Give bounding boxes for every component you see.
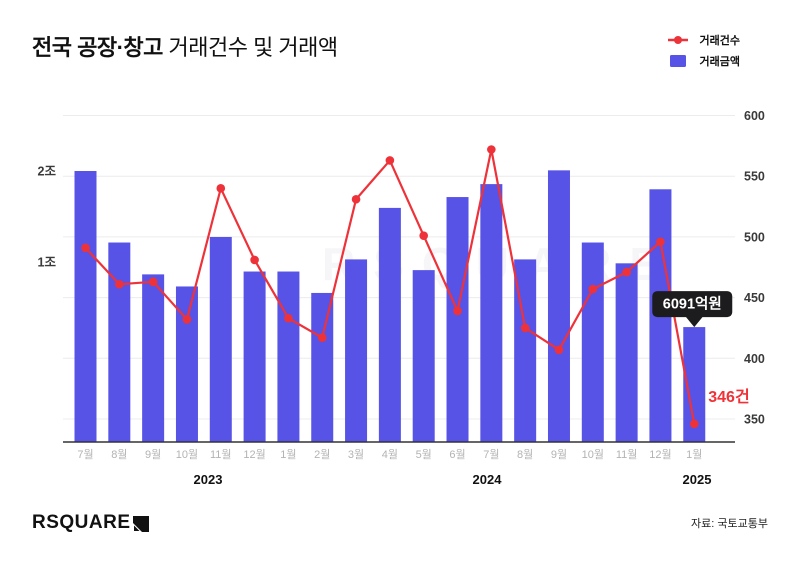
month-tick-label: 10월: [176, 448, 198, 461]
line-point: [284, 313, 293, 323]
year-label: 2025: [683, 472, 712, 487]
month-tick-label: 1월: [280, 448, 296, 461]
line-point: [216, 184, 226, 193]
line-point: [554, 345, 564, 355]
line-point: [182, 315, 192, 324]
line-point: [520, 323, 530, 333]
logo-text: RSQUARE: [32, 512, 131, 533]
month-tick-label: 2월: [314, 448, 330, 461]
amount-bar: [446, 197, 469, 442]
month-tick-label: 10월: [582, 448, 604, 461]
rsquare-logo: RSQUARE: [32, 512, 150, 534]
amount-bar: [547, 170, 570, 442]
page-title: 전국 공장·창고 거래건수 및 거래액: [32, 30, 338, 62]
legend-item-transactions: 거래건수: [667, 32, 740, 48]
right-axis-tick-label: 350: [744, 413, 765, 427]
month-tick-label: 12월: [243, 448, 265, 461]
title-bold: 전국 공장·창고: [32, 35, 163, 60]
line-point: [656, 237, 665, 247]
month-tick-label: 5월: [416, 448, 432, 461]
year-label: 2024: [473, 472, 503, 487]
tooltip-arrow: [685, 316, 704, 328]
amount-bar: [412, 270, 435, 442]
month-tick-label: 6월: [449, 448, 465, 461]
month-tick-label: 11월: [210, 448, 232, 461]
month-tick-label: 9월: [145, 448, 161, 461]
tooltip-box: [652, 291, 733, 318]
legend-label: 거래건수: [699, 35, 740, 47]
line-point: [148, 277, 158, 287]
line-point: [250, 255, 259, 265]
amount-bar: [74, 171, 97, 442]
year-label: 2023: [194, 472, 223, 487]
header: 전국 공장·창고 거래건수 및 거래액 거래건수 거래금액: [32, 30, 768, 69]
legend-label: 거래금액: [699, 56, 740, 68]
amount-bar: [209, 236, 232, 442]
amount-bar: [277, 271, 300, 442]
tooltip-value-label: 6091억원: [663, 295, 722, 313]
line-dot-marker-icon: [667, 36, 688, 44]
line-point: [385, 156, 395, 165]
month-tick-label: 9월: [551, 448, 567, 461]
line-point: [487, 145, 496, 154]
amount-bar: [615, 263, 638, 442]
amount-bar: [514, 259, 537, 442]
right-axis-tick-label: 400: [744, 352, 765, 366]
line-point: [453, 306, 462, 316]
line-point: [689, 419, 699, 429]
month-tick-label: 11월: [616, 448, 638, 461]
amount-bar: [108, 242, 131, 442]
amount-bar: [142, 274, 165, 442]
right-axis-tick-label: 550: [744, 170, 765, 184]
amount-bar: [345, 259, 368, 442]
footer: RSQUARE 자료: 국토교통부: [32, 512, 768, 534]
month-tick-label: 4월: [382, 448, 398, 461]
month-tick-label: 7월: [77, 448, 93, 461]
amount-bar: [581, 242, 604, 442]
amount-bar: [480, 184, 503, 443]
amount-bar: [378, 207, 401, 442]
amount-bar: [175, 286, 198, 442]
title-regular: 거래건수 및 거래액: [162, 35, 339, 60]
logo-mark-icon: [132, 515, 149, 532]
legend: 거래건수 거래금액: [667, 32, 740, 69]
line-end-value-label: 346건: [708, 388, 749, 406]
month-tick-label: 8월: [517, 448, 533, 461]
right-axis-tick-label: 500: [744, 230, 765, 244]
amount-bar: [683, 327, 706, 442]
month-tick-label: 12월: [649, 448, 671, 461]
line-point: [81, 243, 90, 253]
amount-bar: [311, 292, 334, 442]
line-point: [351, 194, 361, 204]
legend-item-amount: 거래금액: [667, 53, 740, 69]
line-point: [419, 231, 429, 240]
amount-bar: [243, 271, 266, 442]
right-axis-tick-label: 600: [744, 109, 765, 123]
line-point: [115, 279, 124, 289]
line-point: [622, 267, 631, 277]
month-tick-label: 3월: [348, 448, 364, 461]
line-point: [317, 333, 327, 342]
data-source-label: 자료: 국토교통부: [691, 518, 768, 530]
left-axis-tick-label: 1조: [38, 256, 57, 270]
month-tick-label: 1월: [686, 448, 702, 461]
month-tick-label: 8월: [111, 448, 127, 461]
right-axis-tick-label: 450: [744, 291, 765, 305]
square-marker-icon: [669, 55, 686, 67]
month-tick-label: 7월: [483, 448, 499, 461]
left-axis-tick-label: 2조: [38, 165, 57, 179]
line-point: [588, 284, 598, 294]
